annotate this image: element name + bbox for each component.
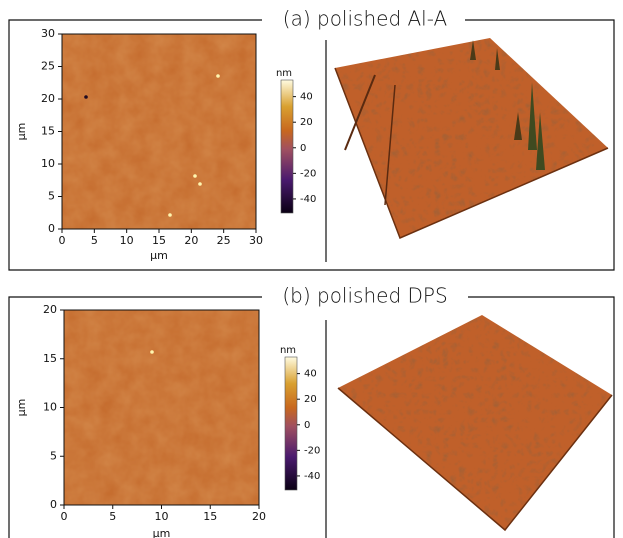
- height-map-texture: [64, 310, 259, 505]
- y-axis-label: µm: [15, 123, 28, 141]
- x-axis-label: µm: [150, 249, 168, 262]
- colorbar-label: nm: [280, 345, 296, 356]
- colorbar: [280, 79, 294, 214]
- y-tick-label: 20: [43, 303, 57, 316]
- x-tick-label: 15: [152, 234, 166, 247]
- x-tick-label: 20: [184, 234, 198, 247]
- colorbar-tick-label: -20: [304, 445, 320, 456]
- panel-title: (b) polished DPS: [282, 284, 447, 308]
- colorbar-tick-label: 0: [304, 420, 310, 431]
- panel-title: (a) polished Al-A: [283, 7, 448, 31]
- y-tick-label: 15: [41, 125, 55, 138]
- panels: (a) polished Al-A 0 5 10 15 20 25 30 0 5 10 15 20 25 3…: [15, 7, 465, 538]
- height-map-texture: [62, 34, 256, 229]
- colorbar-tick-label: -40: [304, 471, 320, 482]
- colorbar-tick-label: 20: [304, 394, 317, 405]
- height-map-feature: [150, 350, 154, 354]
- x-tick-label: 10: [155, 510, 169, 523]
- y-tick-label: 10: [43, 401, 57, 414]
- x-tick-label: 5: [109, 510, 116, 523]
- height-map-feature: [198, 182, 202, 186]
- x-tick-label: 0: [61, 510, 68, 523]
- y-axis-label: µm: [15, 399, 28, 417]
- colorbar: [284, 356, 298, 491]
- colorbar-tick-label: -40: [300, 194, 316, 205]
- title-backdrop: [265, 8, 465, 32]
- x-axis-label: µm: [153, 527, 171, 538]
- colorbar-tick-label: -20: [300, 168, 316, 179]
- height-map-feature: [84, 95, 88, 99]
- y-tick-label: 20: [41, 92, 55, 105]
- colorbar-tick-label: 0: [300, 143, 306, 154]
- y-tick-label: 5: [48, 190, 55, 203]
- height-map-feature: [216, 74, 220, 78]
- y-tick-label: 25: [41, 60, 55, 73]
- x-tick-label: 0: [59, 234, 66, 247]
- y-tick-label: 5: [50, 449, 57, 462]
- x-tick-label: 5: [91, 234, 98, 247]
- title-backdrop: [265, 285, 465, 309]
- x-tick-label: 30: [249, 234, 263, 247]
- colorbar-tick-label: 40: [304, 369, 317, 380]
- y-tick-label: 0: [50, 498, 57, 511]
- x-tick-label: 15: [203, 510, 217, 523]
- y-tick-label: 30: [41, 27, 55, 40]
- panel-frame: [8, 19, 615, 538]
- y-tick-label: 15: [43, 352, 57, 365]
- height-map-feature: [193, 174, 197, 178]
- y-tick-label: 10: [41, 157, 55, 170]
- y-tick-label: 0: [48, 222, 55, 235]
- x-tick-label: 25: [217, 234, 231, 247]
- surface-3d: [334, 38, 613, 532]
- height-map-feature: [168, 213, 172, 217]
- colorbar-label: nm: [276, 68, 292, 79]
- x-tick-label: 20: [252, 510, 266, 523]
- colorbar-tick-label: 20: [300, 117, 313, 128]
- x-tick-label: 10: [120, 234, 134, 247]
- colorbar-tick-label: 40: [300, 92, 313, 103]
